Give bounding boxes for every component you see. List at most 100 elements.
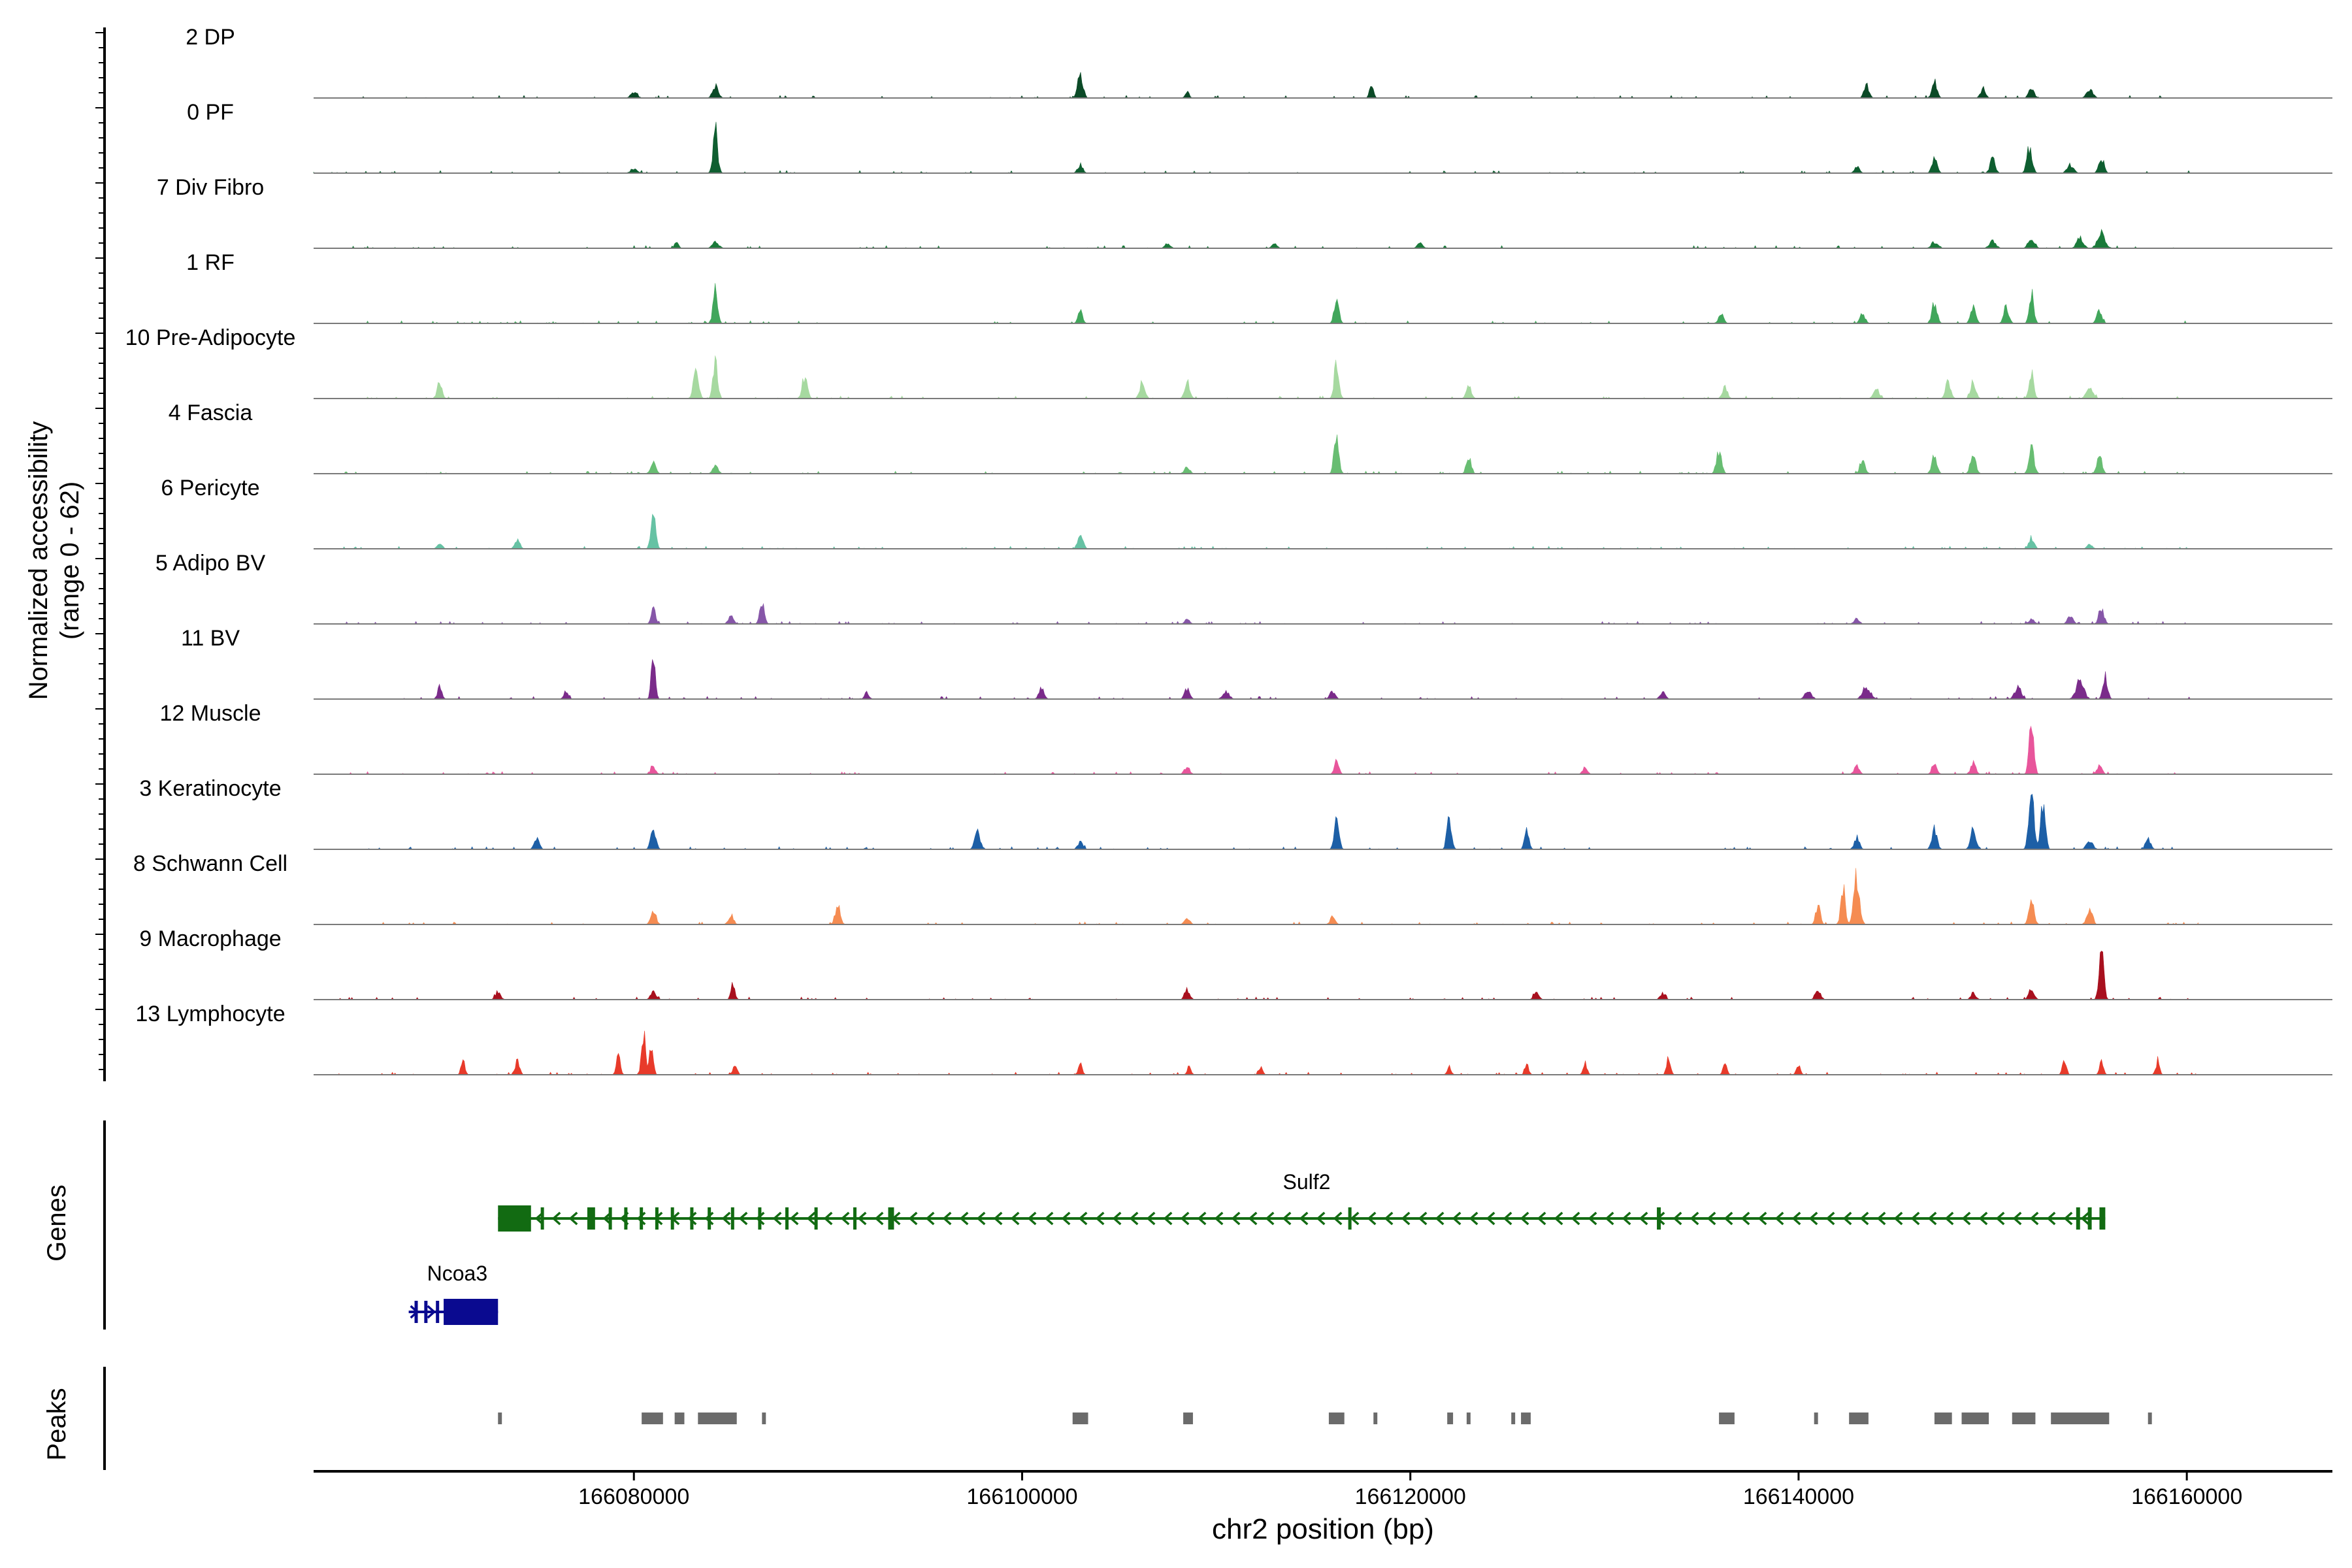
strand-chevron [1554,1211,1563,1226]
coverage-track: 8 Schwann Cell [133,851,2332,925]
gene-exon [424,1301,428,1323]
strand-chevron [1418,1211,1428,1226]
strand-chevron [1723,1211,1733,1226]
coverage-track: 12 Muscle [160,701,2332,775]
coverage-track: 4 Fascia [169,400,2332,474]
strand-chevron [1503,1211,1512,1226]
strand-chevron [1180,1211,1190,1226]
strand-chevron [1163,1211,1173,1226]
y-axis-label: Normalized accessibility [24,421,53,700]
x-axis-tick-label: 166120000 [1355,1484,1466,1509]
strand-chevron [1061,1211,1071,1226]
strand-chevron [823,1211,833,1226]
strand-chevron [1435,1211,1445,1226]
strand-chevron [1774,1211,1784,1226]
peak-region [698,1413,737,1424]
strand-chevron [1078,1211,1088,1226]
track-label: 11 BV [181,626,240,651]
gene-exon [2087,1207,2092,1230]
strand-chevron [1588,1211,1597,1226]
gene-exon [1657,1207,1661,1230]
gene-exon [587,1207,595,1230]
peak-region [2148,1413,2152,1424]
strand-chevron [2080,1211,2090,1226]
strand-chevron [1350,1211,1360,1226]
strand-chevron [1605,1211,1614,1226]
gene-exon [670,1207,674,1230]
strand-chevron [1842,1211,1852,1226]
x-axis-label: chr2 position (bp) [1212,1513,1434,1545]
coverage-track: 1 RF [186,250,2332,324]
strand-chevron [1282,1211,1292,1226]
strand-chevron [1027,1211,1037,1226]
track-label: 4 Fascia [169,400,253,425]
gene-exon [1348,1207,1352,1230]
strand-chevron [551,1211,561,1226]
coverage-track: 7 Div Fibro [157,175,2332,249]
strand-chevron [1673,1211,1682,1226]
strand-chevron [1571,1211,1580,1226]
genes-panel-label: Genes [42,1184,71,1262]
x-axis-tick-label: 166160000 [2131,1484,2242,1509]
peak-region [498,1413,502,1424]
peak-region [1961,1413,1989,1424]
peak-region [1849,1413,1869,1424]
gene-exon [730,1207,734,1230]
peak-region [674,1413,685,1424]
gene-exon [708,1207,711,1230]
strand-chevron [1469,1211,1478,1226]
peak-region [762,1413,766,1424]
strand-chevron [1401,1211,1411,1226]
strand-chevron [1231,1211,1241,1226]
strand-chevron [1825,1211,1835,1226]
coverage-track: 6 Pericyte [161,476,2332,549]
strand-chevron [1367,1211,1377,1226]
gene-exon [640,1207,644,1230]
track-label: 9 Macrophage [139,926,281,951]
peak-region [1511,1413,1516,1424]
strand-chevron [1214,1211,1224,1226]
strand-chevron [427,1305,436,1319]
gene-exon [690,1207,694,1230]
strand-chevron [755,1211,765,1226]
strand-chevron [2012,1211,2022,1226]
coverage-tracks: 2 DP 0 PF 7 Div Fibro 1 RF 10 Pre-Adipocyte 4… [95,25,2332,1081]
peaks-panel [103,1367,2152,1470]
strand-chevron [1129,1211,1139,1226]
track-label: 7 Div Fibro [157,175,264,200]
peak-region [642,1413,663,1424]
track-label: 2 DP [186,25,235,50]
strand-chevron [1707,1211,1716,1226]
peak-region [1373,1413,1378,1424]
strand-chevron [568,1211,578,1226]
coverage-track: 11 BV [181,626,2332,700]
gene-name: Sulf2 [1283,1170,1331,1194]
gene-exon [814,1207,818,1230]
coverage-track: 2 DP [186,25,2332,99]
peaks-panel-label: Peaks [42,1388,71,1460]
coverage-track: 0 PF [187,100,2332,174]
track-label: 6 Pericyte [161,476,259,500]
gene-exon [624,1207,628,1230]
strand-chevron [840,1211,850,1226]
track-label: 8 Schwann Cell [133,851,287,876]
strand-chevron [1757,1211,1767,1226]
coverage-track: 3 Keratinocyte [139,776,2332,850]
gene-exon [608,1207,612,1230]
gene-exon [436,1301,440,1323]
strand-chevron [1248,1211,1258,1226]
strand-chevron [1622,1211,1631,1226]
track-label: 5 Adipo BV [155,551,266,576]
strand-chevron [1995,1211,2005,1226]
strand-chevron [1112,1211,1122,1226]
peak-region [1072,1413,1088,1424]
coverage-track: 10 Pre-Adipocyte [125,325,2332,399]
strand-chevron [1690,1211,1699,1226]
strand-chevron [738,1211,748,1226]
strand-chevron [1333,1211,1343,1226]
coverage-track: 9 Macrophage [139,926,2332,1000]
peak-region [1447,1413,1454,1424]
strand-chevron [942,1211,952,1226]
gene-exon [758,1207,762,1230]
